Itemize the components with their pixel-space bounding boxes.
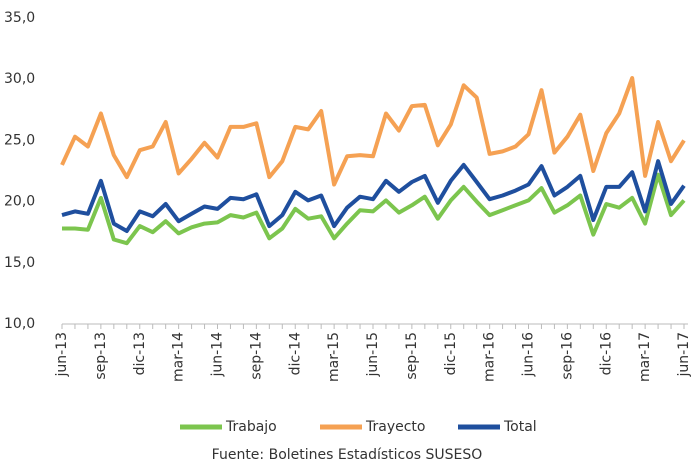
- x-tick-label: sep-16: [559, 332, 575, 380]
- x-tick-label: mar-15: [326, 332, 342, 382]
- x-tick-label: mar-17: [637, 332, 653, 382]
- x-tick-label: dic-13: [132, 332, 148, 375]
- x-tick-label: jun-15: [365, 332, 381, 378]
- x-tick-label: jun-16: [521, 332, 537, 378]
- y-tick-label: 35,0: [4, 10, 35, 26]
- x-tick-label: dic-16: [598, 332, 614, 375]
- x-tick-label: sep-14: [248, 332, 264, 380]
- legend-label: Trabajo: [225, 419, 277, 435]
- x-tick-label: jun-13: [54, 332, 70, 378]
- x-tick-label: sep-15: [404, 332, 420, 380]
- series-line: [62, 172, 686, 246]
- x-tick-label: jun-17: [676, 332, 692, 378]
- series-line: [61, 159, 686, 233]
- x-tick-label: dic-14: [287, 332, 303, 375]
- y-tick-label: 25,0: [4, 132, 35, 148]
- y-tick-label: 20,0: [4, 194, 35, 210]
- legend-label: Total: [503, 419, 537, 435]
- y-tick-label: 10,0: [4, 316, 35, 332]
- x-tick-label: dic-15: [443, 332, 459, 375]
- x-tick-label: mar-16: [482, 332, 498, 382]
- x-tick-label: mar-14: [171, 332, 187, 382]
- x-tick-label: jun-14: [210, 332, 226, 378]
- source-note: Fuente: Boletines Estadísticos SUSESO: [212, 447, 483, 463]
- y-tick-label: 15,0: [4, 255, 35, 271]
- y-tick-label: 30,0: [4, 71, 35, 87]
- x-tick-label: sep-13: [93, 332, 109, 380]
- legend-label: Trayecto: [365, 419, 425, 435]
- series-line: [60, 76, 686, 187]
